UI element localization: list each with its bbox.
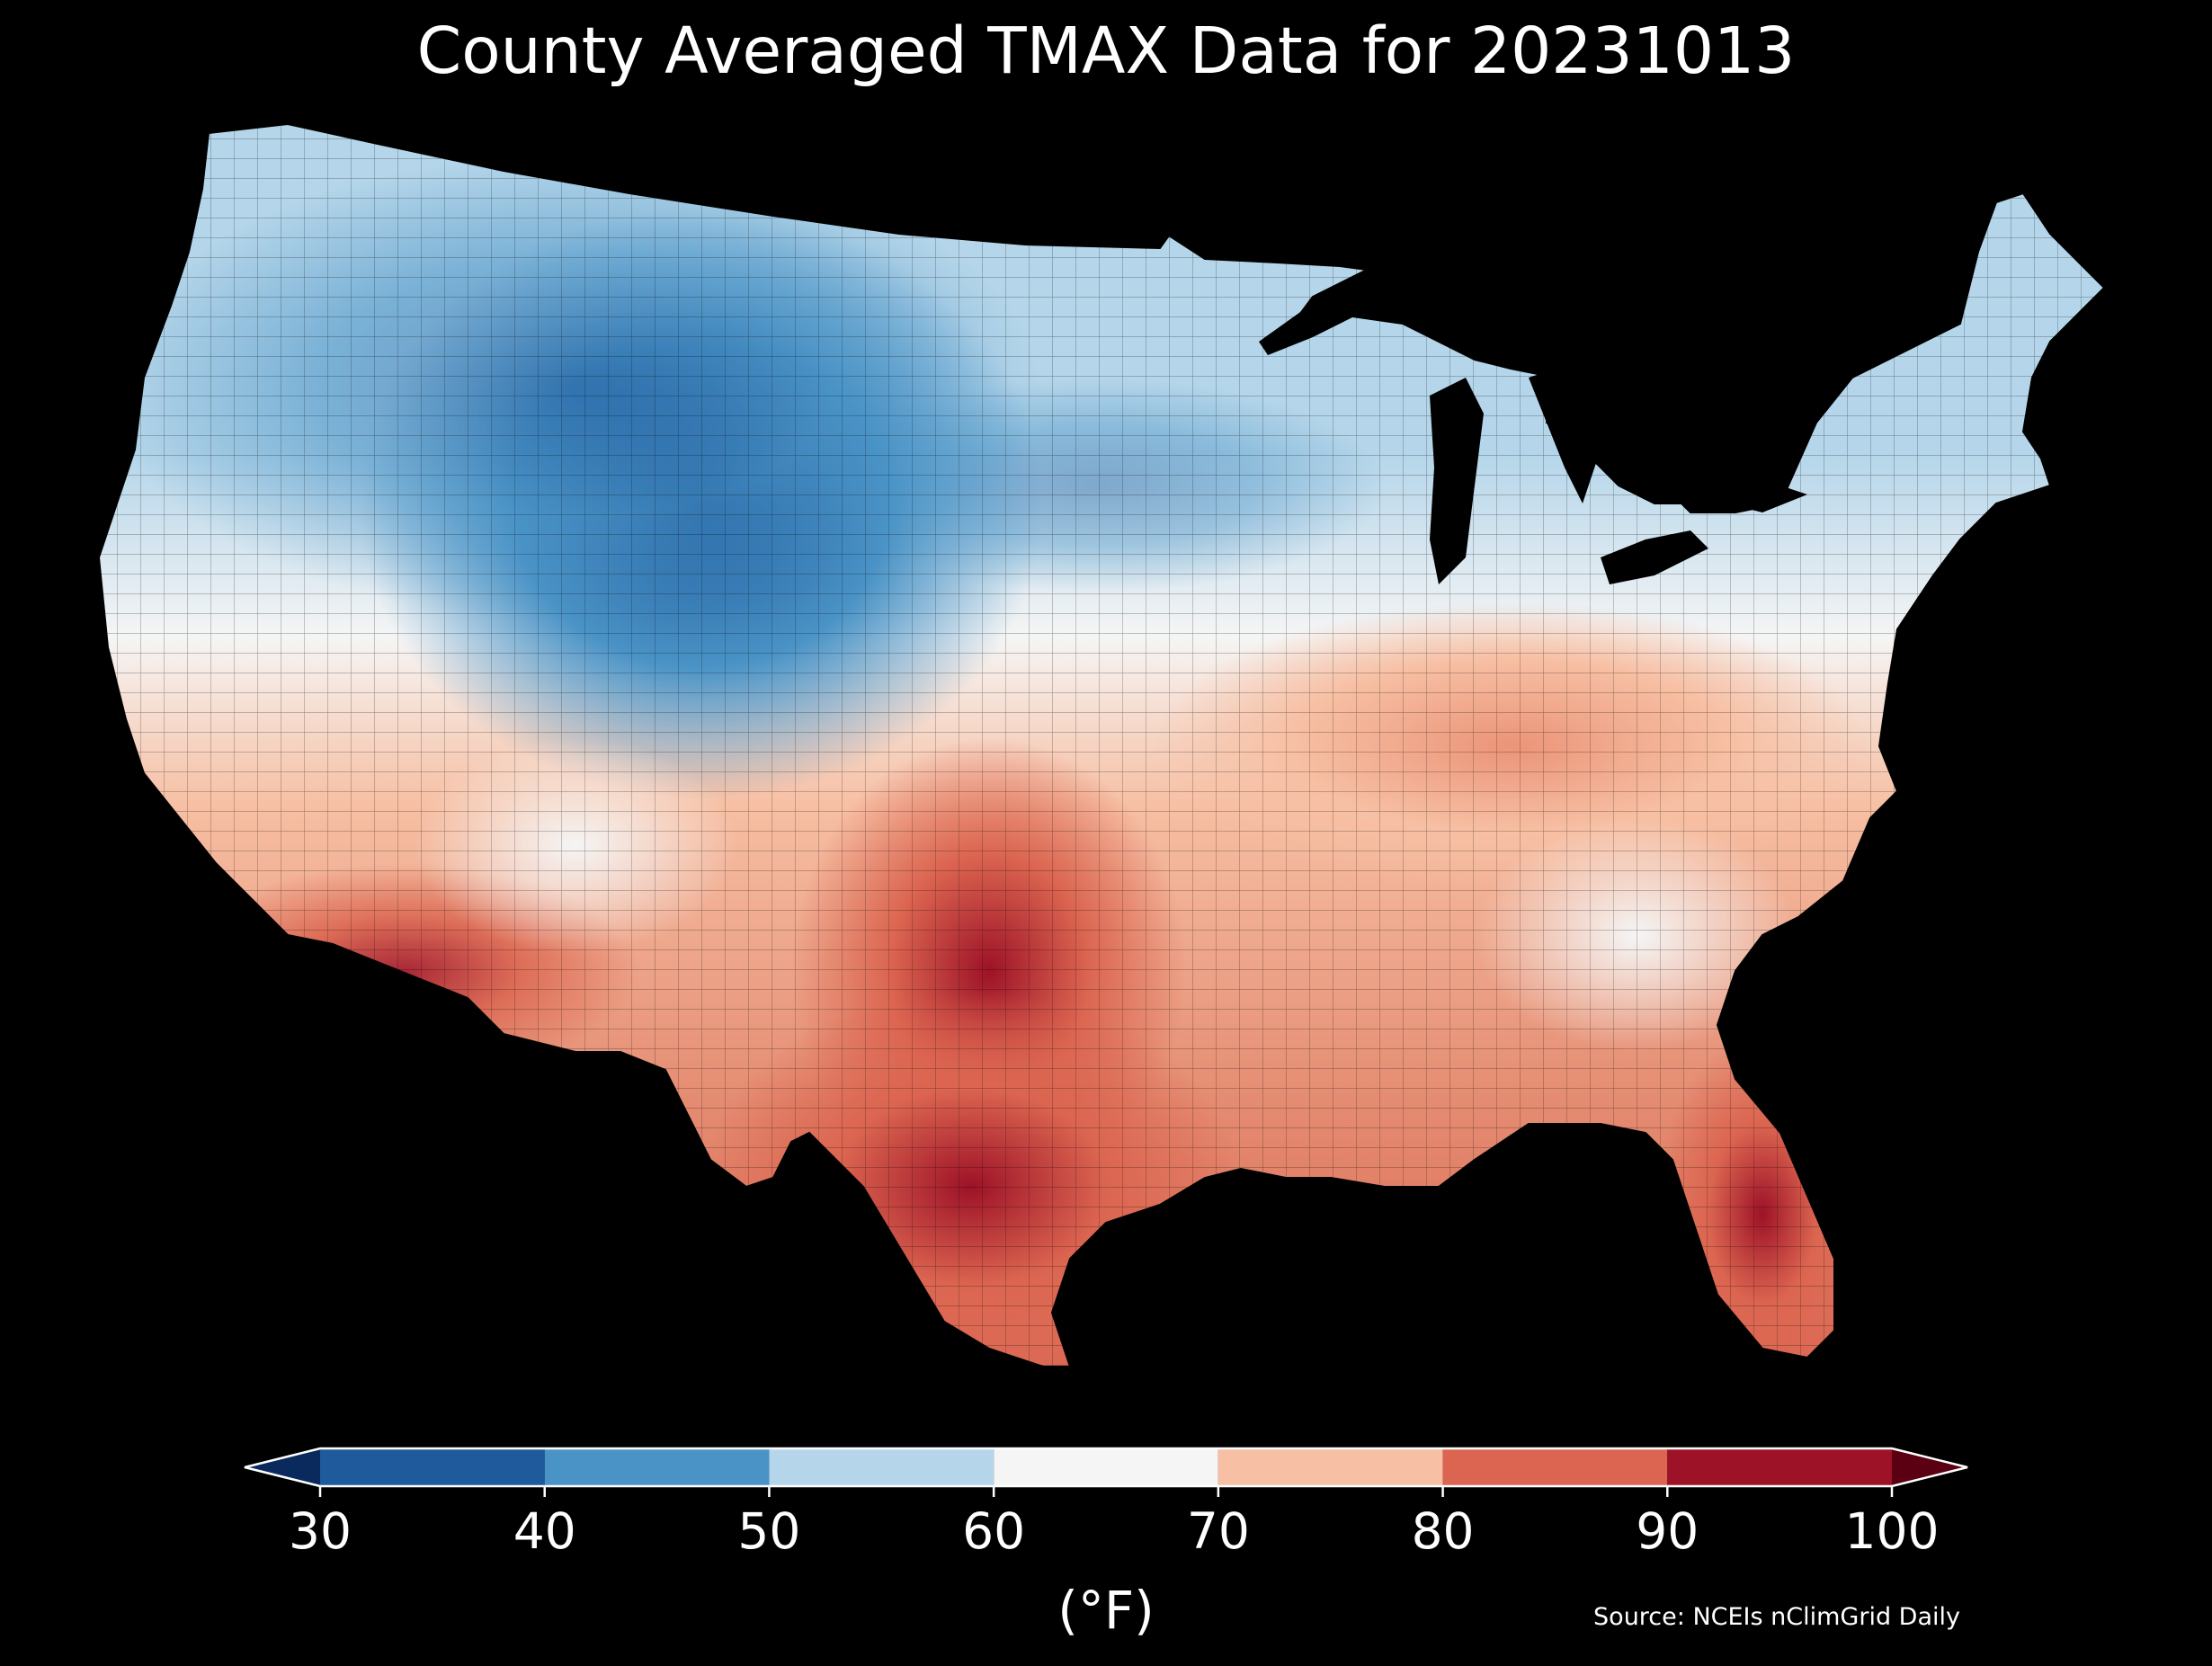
map-title: County Averaged TMAX Data for 20231013 — [416, 13, 1796, 88]
colorbar-tick-label: 30 — [289, 1502, 352, 1560]
colorbar-tick-label: 70 — [1186, 1502, 1250, 1560]
colorbar-tick-label: 60 — [962, 1502, 1026, 1560]
source-label: Source: NCEIs nClimGrid Daily — [1593, 1603, 1960, 1631]
colorbar-over-triangle — [1892, 1448, 1967, 1486]
colorbar-tick-label: 80 — [1411, 1502, 1475, 1560]
colorbar-tick-label: 100 — [1844, 1502, 1940, 1560]
colorbar-bin-90-100 — [1667, 1448, 1892, 1486]
colorbar-bin-50-60 — [769, 1448, 995, 1486]
colorbar-under-triangle — [245, 1448, 320, 1486]
colorbar-bin-60-70 — [994, 1448, 1218, 1486]
us-outline — [97, 122, 2106, 1368]
colorbar-tick-label: 40 — [513, 1502, 576, 1560]
colorbar-unit-label: (°F) — [1057, 1580, 1155, 1641]
colorbar-bin-80-90 — [1442, 1448, 1668, 1486]
colorbar-tick-label: 90 — [1636, 1502, 1699, 1560]
colorbar-bin-70-80 — [1217, 1448, 1443, 1486]
colorbar-bin-40-50 — [544, 1448, 770, 1486]
colorbar-bin-30-40 — [320, 1448, 545, 1486]
great-lakes — [1259, 279, 1807, 584]
colorbar-tick-label: 50 — [737, 1502, 801, 1560]
